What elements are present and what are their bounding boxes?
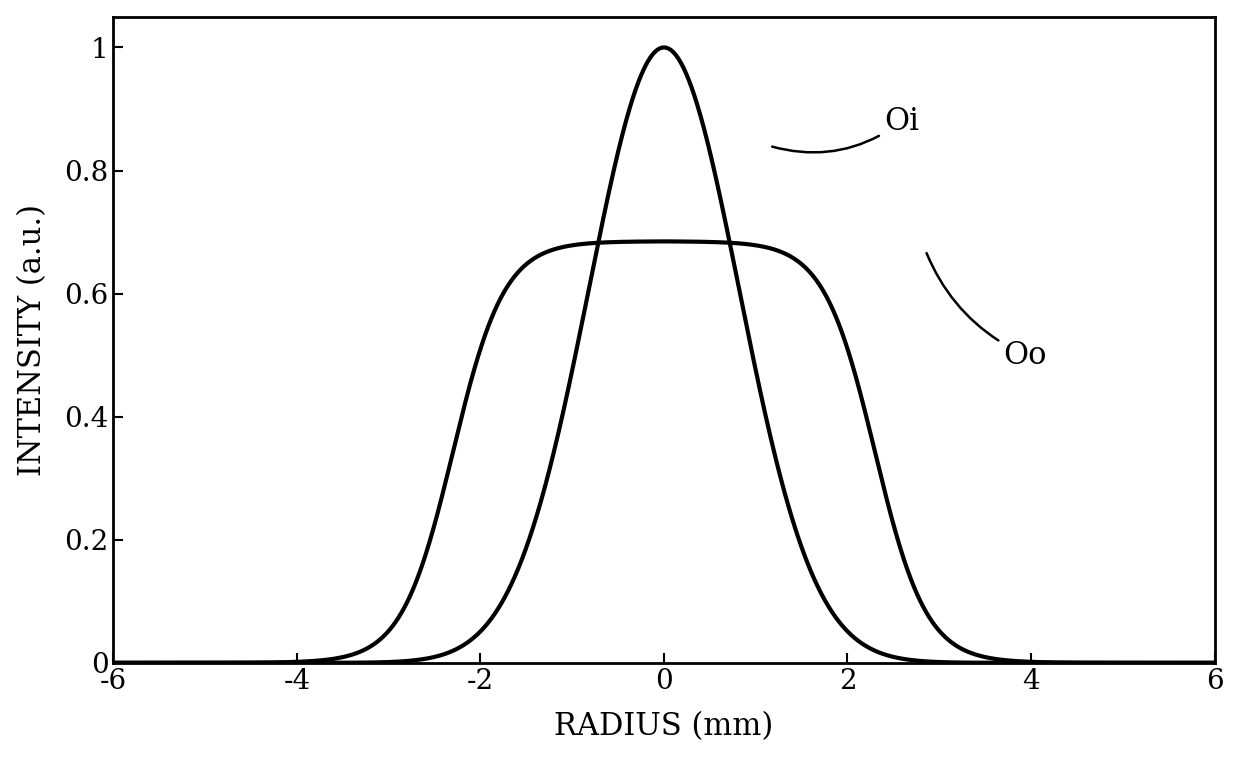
X-axis label: RADIUS (mm): RADIUS (mm) (554, 711, 774, 742)
Y-axis label: INTENSITY (a.u.): INTENSITY (a.u.) (16, 203, 47, 476)
Text: Oi: Oi (773, 106, 919, 153)
Text: Oo: Oo (926, 253, 1047, 370)
